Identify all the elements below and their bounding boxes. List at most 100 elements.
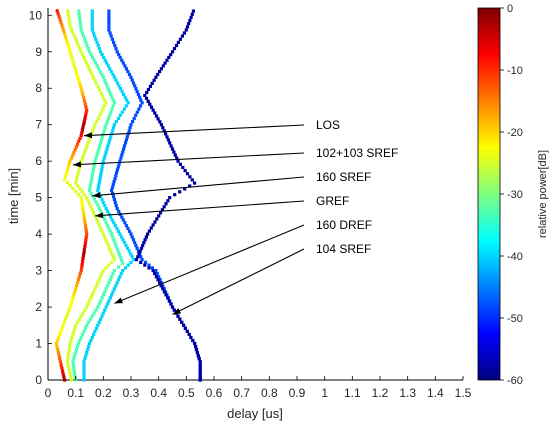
data-point [103, 126, 107, 130]
data-point [82, 214, 86, 218]
x-tick-label: 1.5 [455, 386, 472, 400]
data-point [162, 129, 166, 133]
data-point [107, 28, 111, 32]
data-point [125, 135, 129, 139]
data-point [127, 229, 132, 233]
data-point [96, 43, 100, 48]
data-point [165, 58, 169, 62]
data-point [112, 180, 116, 184]
x-tick-label: 0.9 [289, 386, 306, 400]
data-point [120, 58, 124, 62]
data-point [170, 50, 175, 54]
data-point [82, 369, 86, 373]
data-point [138, 249, 142, 253]
data-point [77, 317, 81, 321]
data-point [162, 205, 166, 209]
data-point [121, 238, 125, 242]
data-point [135, 110, 139, 114]
data-point [96, 323, 100, 327]
data-point [131, 120, 135, 124]
data-point [111, 235, 115, 239]
data-point [90, 208, 94, 212]
data-point [99, 209, 103, 213]
data-point [133, 241, 137, 245]
data-point [118, 113, 122, 117]
y-tick-label: 9 [35, 45, 42, 59]
data-point [159, 67, 163, 71]
data-point [110, 293, 114, 297]
data-point [114, 203, 118, 208]
y-tick-label: 0 [35, 373, 42, 387]
data-point [74, 351, 78, 355]
data-point [91, 171, 95, 175]
data-point [107, 18, 111, 23]
data-point [110, 95, 114, 99]
data-point [181, 165, 185, 169]
data-point [96, 116, 100, 121]
data-point [63, 31, 67, 36]
x-ticks: 0 0.1 0.2 0.3 0.4 0.5 0.6 0.7 0.8 0.9 1 1.1 1.2 1.3 1.… [45, 376, 472, 400]
data-point [67, 47, 71, 51]
data-point [143, 238, 147, 242]
data-point [99, 275, 103, 279]
data-point [117, 209, 121, 213]
data-point [81, 259, 85, 264]
data-point [112, 101, 116, 105]
data-point [54, 341, 58, 346]
data-point [63, 35, 68, 39]
data-point [64, 171, 68, 175]
data-point [115, 50, 119, 54]
data-point [178, 37, 182, 41]
data-point [121, 61, 125, 65]
data-point [62, 375, 66, 379]
annotation-arrow [83, 124, 305, 137]
data-point [87, 138, 91, 142]
data-point [91, 168, 95, 172]
data-point [137, 252, 141, 256]
data-point [71, 363, 75, 367]
data-point [159, 281, 163, 285]
data-point [117, 252, 121, 257]
data-point [90, 177, 94, 181]
data-point [78, 136, 82, 141]
data-point [83, 244, 87, 248]
data-point [90, 22, 94, 26]
data-point [151, 269, 155, 273]
data-point [72, 329, 76, 333]
data-point [187, 332, 191, 336]
data-point [83, 117, 87, 121]
data-point [101, 75, 105, 79]
data-point [108, 113, 112, 117]
data-point [82, 250, 86, 254]
data-point [168, 141, 172, 145]
data-point [79, 28, 83, 32]
data-point [155, 272, 159, 276]
colorbar-ticks: 0 -10 -20 -30 -40 -50 -60 [500, 3, 523, 387]
data-point [176, 314, 180, 318]
annotation-arrow [92, 176, 305, 197]
data-point [125, 98, 129, 102]
data-point [164, 132, 168, 136]
data-point [124, 138, 128, 142]
data-point [147, 263, 151, 267]
data-point [77, 9, 81, 13]
data-point [60, 23, 64, 27]
data-point [103, 290, 107, 294]
data-point [107, 89, 112, 94]
data-point [81, 211, 86, 215]
data-point [164, 293, 168, 297]
data-point [127, 72, 132, 77]
data-point [112, 123, 116, 127]
data-point [78, 338, 82, 343]
data-point [184, 28, 188, 32]
data-point [124, 104, 128, 108]
colorbar-tick-label: -20 [507, 127, 523, 139]
data-point [139, 246, 144, 250]
data-point [103, 153, 107, 157]
data-point [169, 302, 173, 306]
data-point [89, 191, 93, 195]
data-point [96, 281, 100, 285]
data-point [75, 175, 79, 179]
data-point [62, 320, 66, 324]
data-point [97, 223, 101, 227]
